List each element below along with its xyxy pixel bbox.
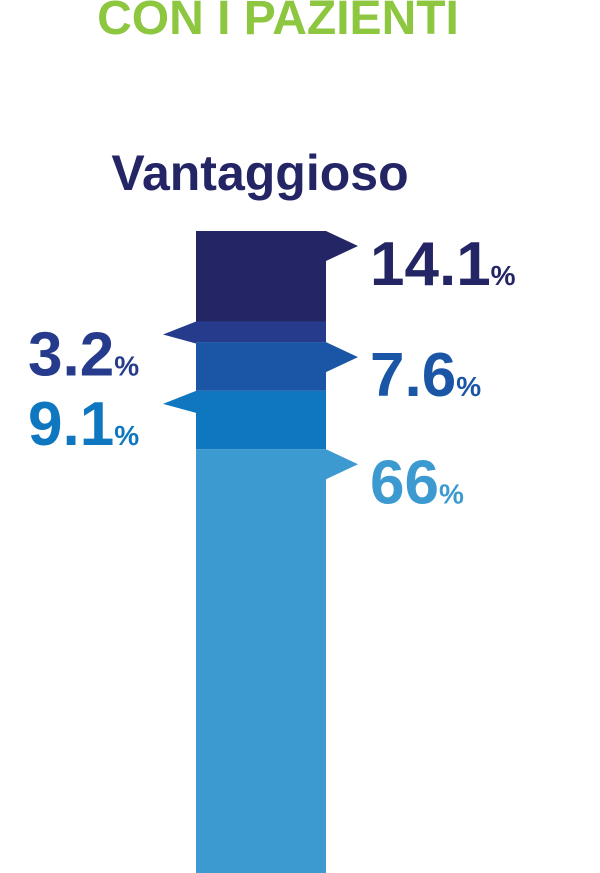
value-number: 3.2 <box>28 321 114 390</box>
bar-segment <box>196 321 326 343</box>
chart-title: CON I PAZIENTI <box>97 0 459 45</box>
value-number: 14.1 <box>370 230 491 299</box>
value-unit: % <box>491 260 516 291</box>
value-number: 7.6 <box>370 341 456 410</box>
bar-segment <box>196 231 326 322</box>
value-label: 9.1% <box>28 390 139 459</box>
pointer <box>163 390 196 413</box>
pointer <box>326 231 358 261</box>
pointer <box>326 342 358 373</box>
value-label: 3.2% <box>28 321 139 390</box>
value-label: 66% <box>370 448 464 517</box>
value-number: 66 <box>370 448 439 517</box>
category-label: Vantaggioso <box>111 145 408 201</box>
value-unit: % <box>439 478 464 509</box>
bar-segment <box>196 342 326 391</box>
value-label: 14.1% <box>370 230 516 299</box>
value-unit: % <box>114 351 139 382</box>
value-unit: % <box>456 371 481 402</box>
bar-segment <box>196 390 326 450</box>
value-number: 9.1 <box>28 390 114 459</box>
pointer <box>326 449 358 480</box>
bar-segment <box>196 449 326 873</box>
value-unit: % <box>114 420 139 451</box>
pointer <box>163 321 196 344</box>
value-label: 7.6% <box>370 341 481 410</box>
